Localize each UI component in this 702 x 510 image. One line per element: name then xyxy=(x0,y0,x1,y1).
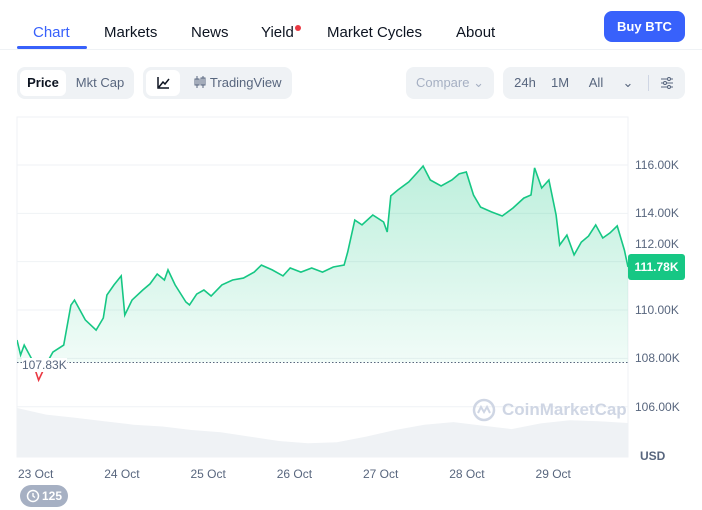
range-all[interactable]: All xyxy=(588,75,604,90)
compare-text: Compare xyxy=(416,75,470,90)
range-toggle: 24h 1M All ⌄ xyxy=(503,67,685,99)
x-tick-label: 24 Oct xyxy=(104,467,140,481)
x-tick-label: 25 Oct xyxy=(190,467,226,481)
y-tick-label: 112.00K xyxy=(635,237,679,251)
history-count: 125 xyxy=(42,489,63,503)
price-area-fill xyxy=(17,166,628,363)
watermark-text: CoinMarketCap xyxy=(502,400,627,419)
y-tick-label: 114.00K xyxy=(635,206,679,221)
currency-label: USD xyxy=(640,449,666,463)
mkt-cap-button[interactable]: Mkt Cap xyxy=(75,75,125,90)
notification-dot xyxy=(295,25,301,31)
range-more-chevron-icon[interactable]: ⌄ xyxy=(622,75,634,90)
history-badge[interactable]: 125 xyxy=(20,485,68,507)
x-tick-label: 28 Oct xyxy=(449,467,485,481)
range-1m[interactable]: 1M xyxy=(550,75,570,90)
tab-chart[interactable]: Chart xyxy=(33,24,70,41)
separator xyxy=(648,75,649,91)
tradingview-button[interactable]: TradingView xyxy=(187,70,287,96)
y-tick-label: 116.00K xyxy=(635,158,679,172)
tab-yield[interactable]: Yield xyxy=(261,24,294,41)
x-tick-label: 27 Oct xyxy=(363,467,399,481)
x-tick-label: 23 Oct xyxy=(17,467,54,481)
y-tick-label: 108.00K xyxy=(635,351,680,366)
watermark: CoinMarketCap xyxy=(472,398,627,422)
tradingview-label: TradingView xyxy=(209,75,282,90)
line-chart-icon xyxy=(157,77,170,89)
chart-type-toggle: TradingView xyxy=(143,67,292,99)
x-tick-label: 26 Oct xyxy=(276,467,313,481)
open-price-label: 107.83K xyxy=(22,358,67,372)
volume-area xyxy=(17,408,628,457)
current-price-label: 111.78K xyxy=(628,254,685,280)
compare-dropdown[interactable]: Compare ⌄ xyxy=(406,67,494,99)
history-icon xyxy=(26,489,40,503)
y-tick-label: 106.00K xyxy=(635,399,680,414)
range-24h[interactable]: 24h xyxy=(514,75,536,90)
y-tick-label: 110.00K xyxy=(635,303,679,318)
tab-markets[interactable]: Markets xyxy=(104,24,158,41)
chevron-down-icon: ⌄ xyxy=(473,75,484,90)
tab-market-cycles[interactable]: Market Cycles xyxy=(327,24,423,41)
line-chart-button[interactable] xyxy=(146,70,180,96)
tab-news[interactable]: News xyxy=(191,24,229,41)
coinmarketcap-logo-icon xyxy=(472,398,496,422)
x-tick-label: 29 Oct xyxy=(535,467,571,481)
candlestick-icon xyxy=(194,76,206,88)
divider xyxy=(0,49,702,50)
metric-toggle: Price Mkt Cap xyxy=(17,67,134,99)
active-tab-indicator xyxy=(17,46,87,49)
settings-sliders-icon[interactable] xyxy=(655,70,679,96)
tab-about[interactable]: About xyxy=(456,24,496,41)
price-button[interactable]: Price xyxy=(20,70,66,96)
price-line-up xyxy=(17,164,628,363)
buy-btc-button[interactable]: Buy BTC xyxy=(604,11,685,42)
compare-label: Compare ⌄ xyxy=(412,70,488,96)
